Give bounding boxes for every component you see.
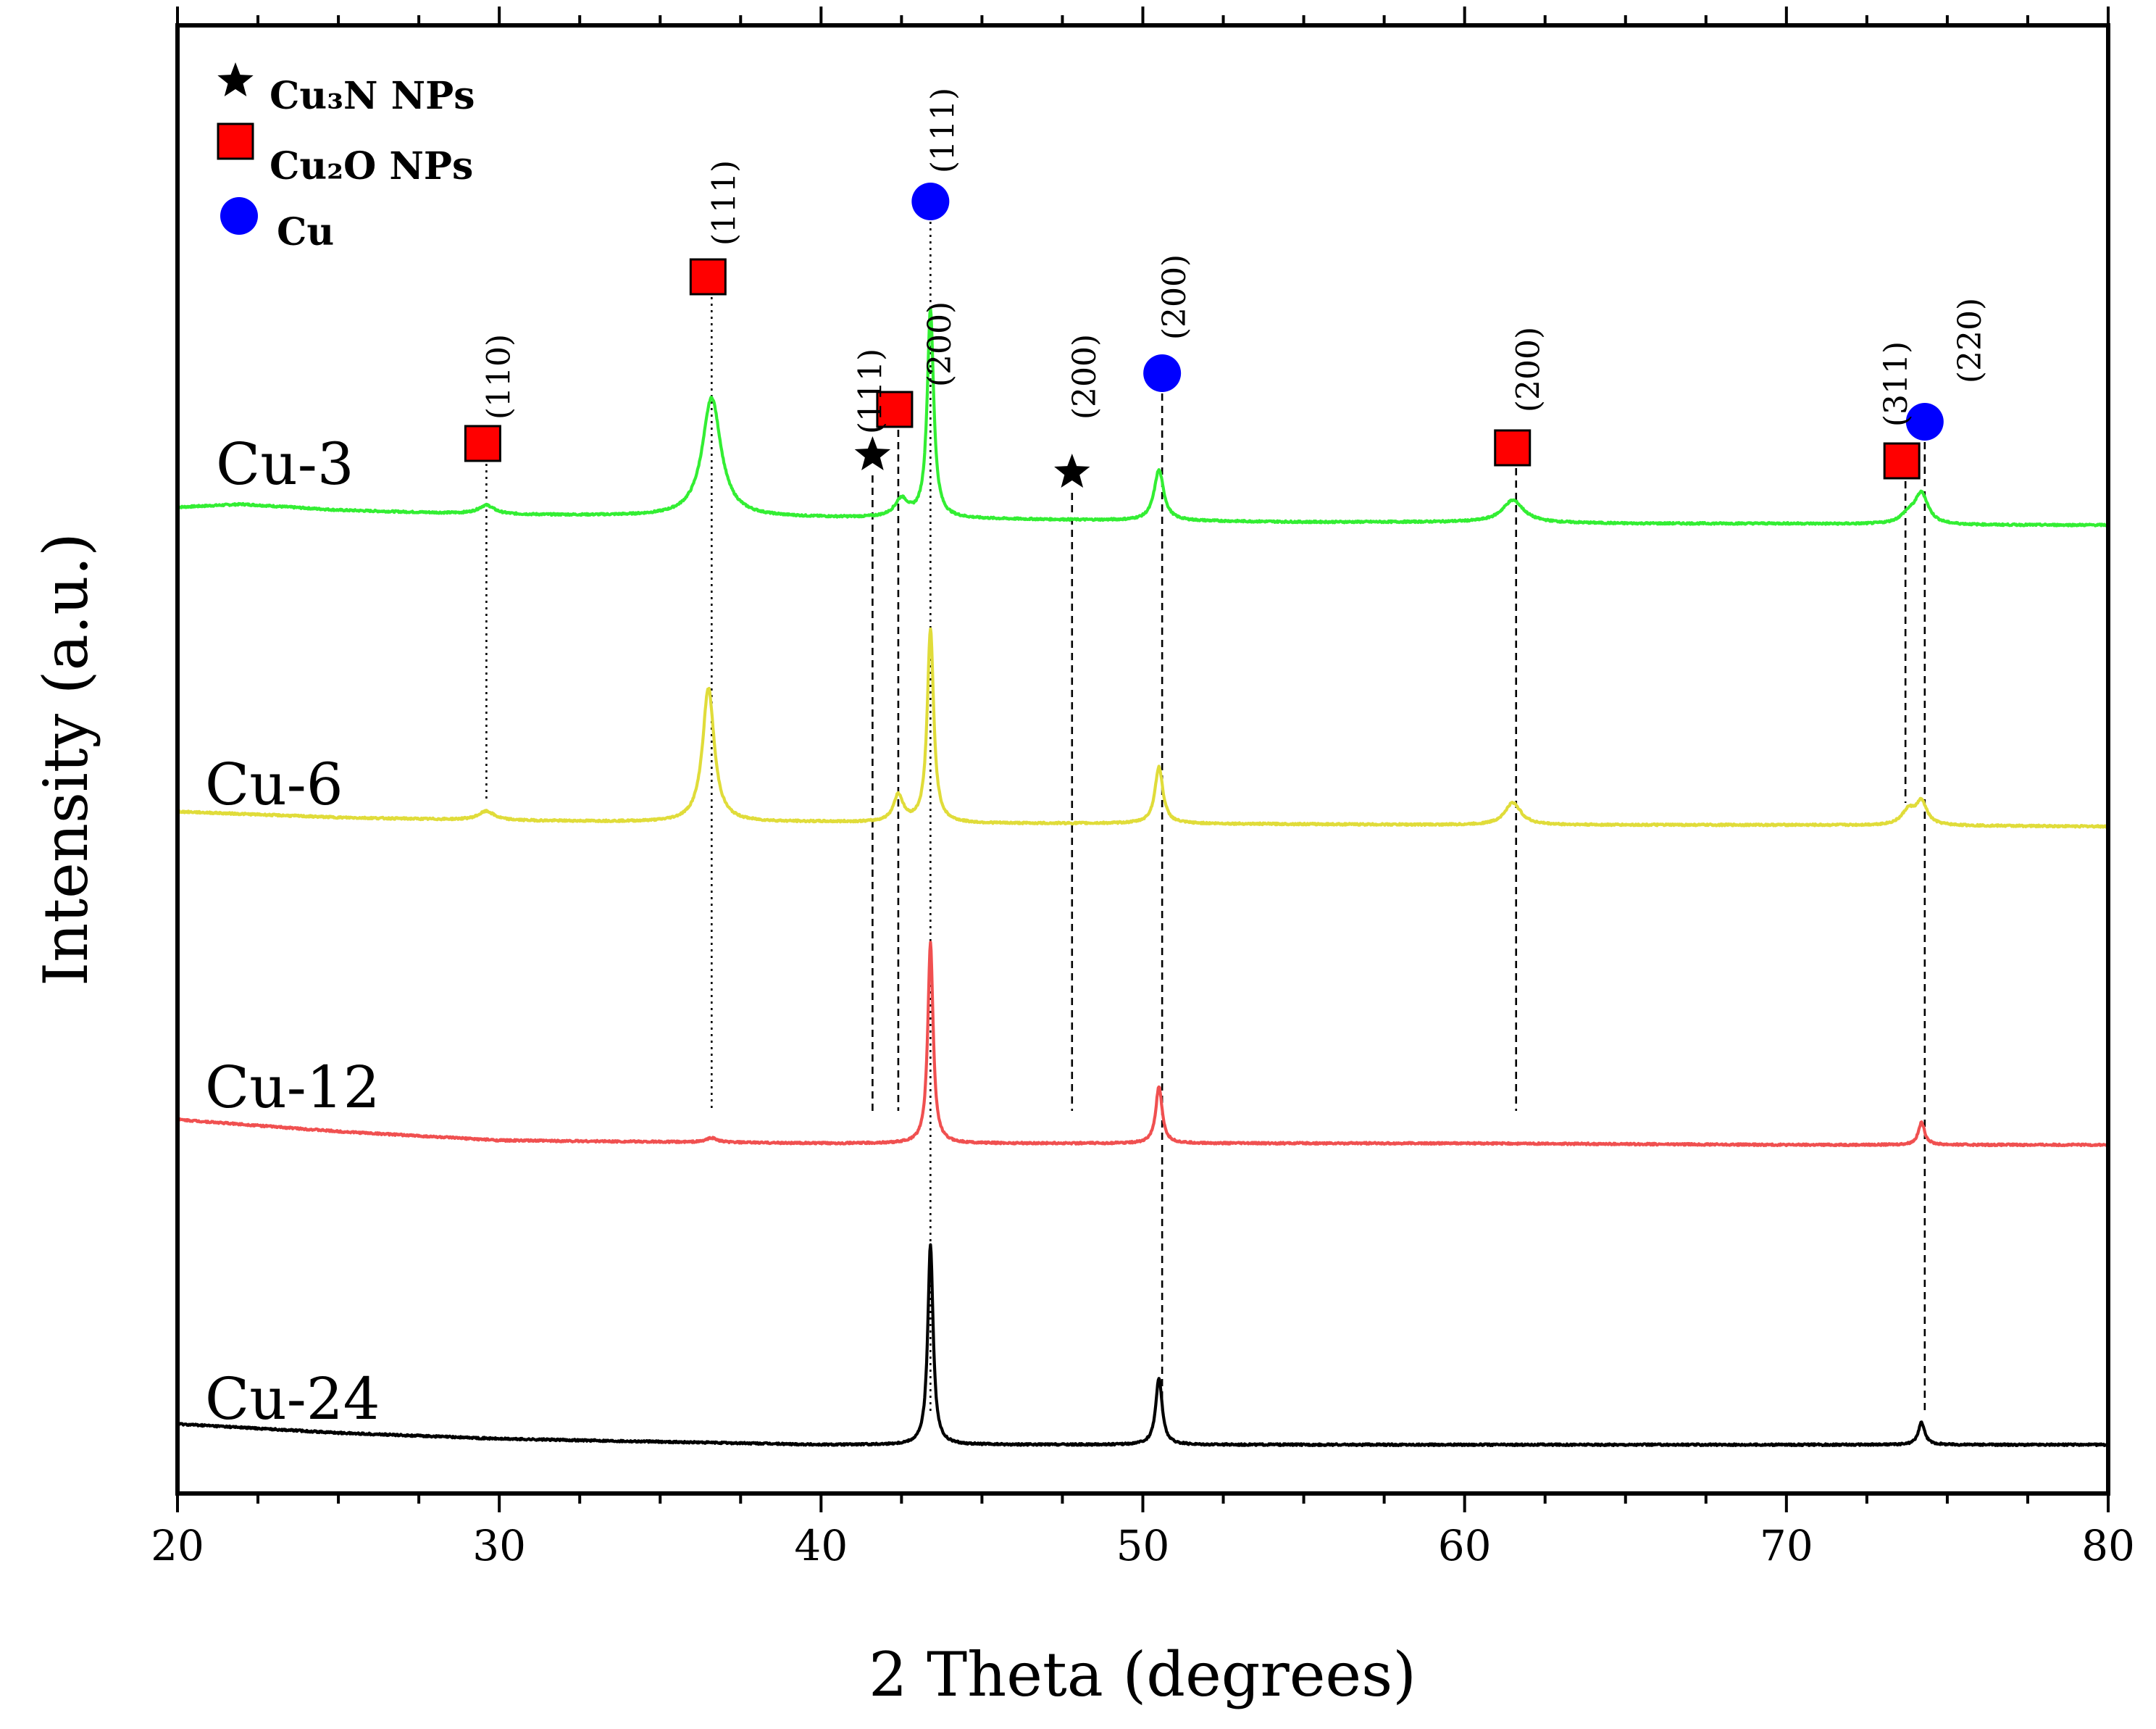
cu2o-square-marker bbox=[1494, 429, 1532, 467]
series-line-cu-6 bbox=[176, 627, 2110, 829]
x-tick-label: 50 bbox=[1116, 1521, 1170, 1570]
hkl-label: (200) bbox=[922, 301, 958, 387]
sample-label-cu-6: Cu-6 bbox=[205, 751, 343, 818]
hkl-label: (200) bbox=[1156, 254, 1193, 340]
hkl-label: (200) bbox=[1066, 334, 1103, 420]
legend-circle-icon bbox=[220, 197, 258, 235]
legend-label: Cu bbox=[277, 210, 334, 254]
cu2o-square-marker bbox=[464, 425, 501, 462]
cu-circle-marker bbox=[911, 183, 950, 220]
x-tick-label: 30 bbox=[472, 1521, 526, 1570]
cu2o-square-marker bbox=[1883, 442, 1921, 480]
hkl-label: (220) bbox=[1952, 298, 1989, 383]
cu3n-star-marker bbox=[854, 436, 891, 470]
hkl-label: (111) bbox=[706, 160, 743, 246]
series-group bbox=[176, 307, 2110, 1448]
legend: Cu₃N NPs Cu₂O NPs Cu bbox=[217, 62, 475, 254]
legend-label: Cu₃N NPs bbox=[270, 74, 475, 118]
x-tick-label: 60 bbox=[1438, 1521, 1492, 1570]
legend-label: Cu₂O NPs bbox=[270, 144, 473, 188]
axes: 20 30 40 50 60 70 80 2 Theta (degrees) Intensi… bbox=[30, 7, 2135, 1710]
cu2o-square-marker bbox=[876, 391, 914, 428]
series-line-cu-12 bbox=[176, 941, 2110, 1148]
hkl-label: (311) bbox=[1878, 341, 1915, 427]
series-line-cu-24 bbox=[176, 1243, 2110, 1448]
x-tick-label: 40 bbox=[794, 1521, 848, 1570]
hkl-label: (111) bbox=[924, 88, 961, 173]
cu3n-star-marker bbox=[1054, 454, 1090, 488]
plot-frame bbox=[175, 23, 2110, 1496]
hkl-label: (111) bbox=[852, 349, 889, 434]
hkl-label: (200) bbox=[1511, 327, 1547, 412]
hkl-label: (110) bbox=[480, 334, 517, 420]
series-line-cu-3 bbox=[176, 307, 2110, 528]
sample-label-cu-24: Cu-24 bbox=[205, 1365, 380, 1433]
legend-star-icon bbox=[217, 62, 254, 96]
hkl-labels: (110) (111) (111) (200) (111) (200) (200) (200)… bbox=[480, 88, 1988, 434]
legend-square-icon bbox=[217, 122, 254, 160]
cu-circle-marker bbox=[1905, 403, 1944, 441]
phase-markers bbox=[464, 183, 1944, 488]
x-tick-label: 20 bbox=[151, 1521, 204, 1570]
peak-guide-lines bbox=[485, 222, 1926, 1415]
y-axis-title: Intensity (a.u.) bbox=[30, 533, 101, 986]
sample-label-cu-3: Cu-3 bbox=[216, 430, 354, 498]
x-tick-label: 70 bbox=[1760, 1521, 1813, 1570]
x-ticks: 20 30 40 50 60 70 80 bbox=[151, 7, 2135, 1570]
sample-labels: Cu-3 Cu-6 Cu-12 Cu-24 bbox=[205, 430, 380, 1433]
x-tick-label: 80 bbox=[2081, 1521, 2135, 1570]
sample-label-cu-12: Cu-12 bbox=[205, 1054, 380, 1121]
cu-circle-marker bbox=[1143, 354, 1182, 392]
x-axis-title: 2 Theta (degrees) bbox=[869, 1639, 1416, 1710]
cu2o-square-marker bbox=[689, 258, 727, 296]
